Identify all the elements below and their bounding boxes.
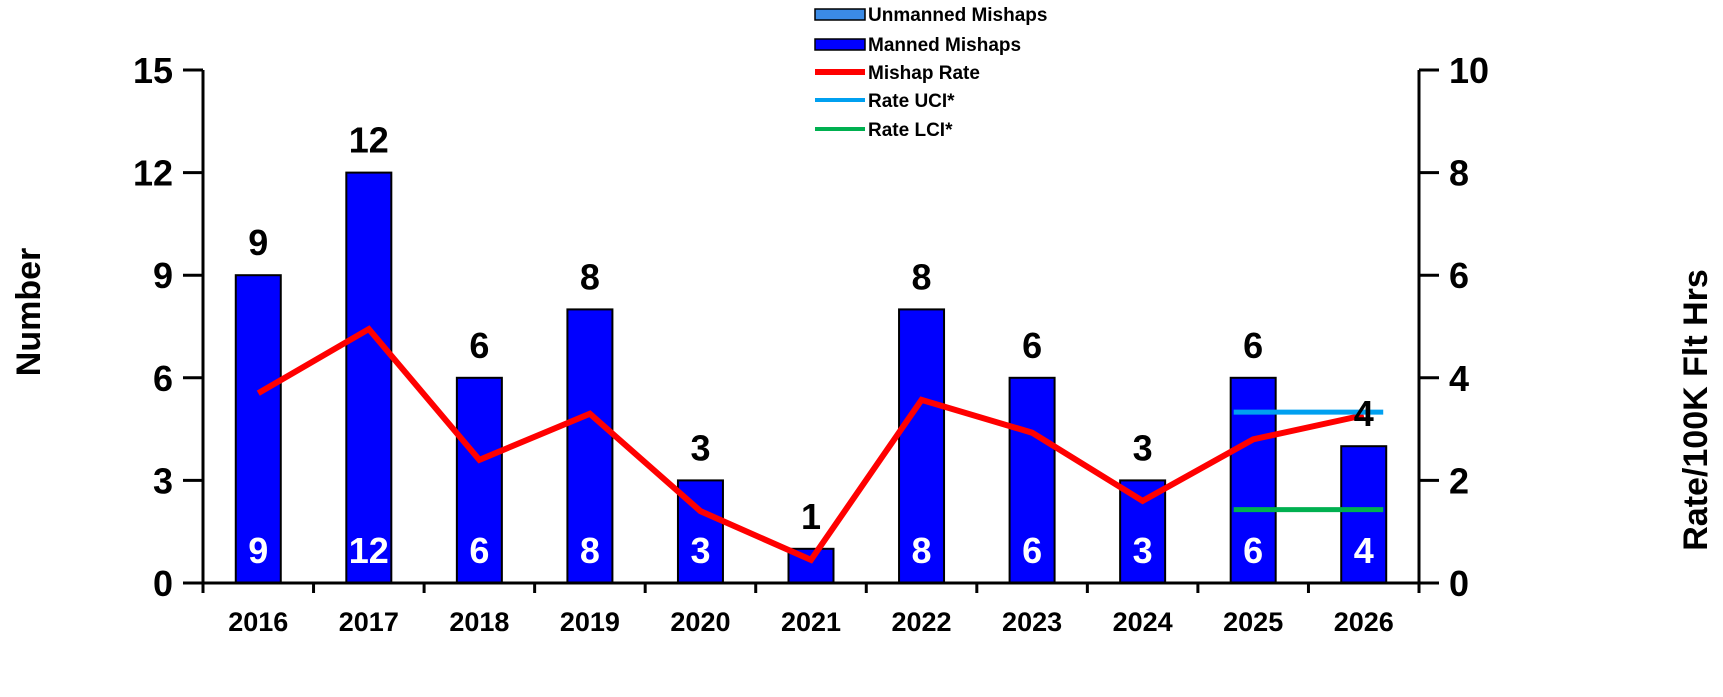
y-tick-label-right: 6 bbox=[1449, 255, 1469, 296]
x-tick-label-2026: 2026 bbox=[1334, 607, 1394, 637]
x-tick-label-2017: 2017 bbox=[339, 607, 399, 637]
y-tick-label-left: 15 bbox=[133, 50, 173, 91]
bar-top-label: 6 bbox=[1243, 325, 1263, 366]
y-tick-label-left: 12 bbox=[133, 153, 173, 194]
x-tick-label-2018: 2018 bbox=[449, 607, 509, 637]
bar-inner-label: 4 bbox=[1354, 530, 1374, 571]
lines-layer bbox=[256, 325, 1384, 564]
bar-inner-label: 6 bbox=[1022, 530, 1042, 571]
bar-inner-label: 12 bbox=[349, 530, 389, 571]
bar-top-label: 3 bbox=[690, 427, 710, 468]
bar-top-label: 3 bbox=[1133, 427, 1153, 468]
y-tick-label-left: 6 bbox=[153, 358, 173, 399]
bar-manned-2026 bbox=[1340, 445, 1388, 585]
bar-top-label: 6 bbox=[469, 325, 489, 366]
axes-layer: 0 3 6 9 12 15 0 2 4 6 8 10 2016 2017 2018 2019 2020 2021 2… bbox=[133, 50, 1489, 637]
bar-inner-label: 6 bbox=[469, 530, 489, 571]
y-tick-label-right: 8 bbox=[1449, 153, 1469, 194]
y-tick-label-left: 0 bbox=[153, 563, 173, 604]
legend-label-4: Rate LCI* bbox=[868, 120, 953, 141]
x-tick-label-2024: 2024 bbox=[1113, 607, 1173, 637]
y-axis-title-left: Number bbox=[10, 248, 48, 376]
bar-manned-2016 bbox=[234, 274, 282, 584]
bar-top-label: 8 bbox=[580, 256, 600, 297]
bar-inner-label: 8 bbox=[580, 530, 600, 571]
bar-top-label: 8 bbox=[912, 256, 932, 297]
bar-inner-label: 3 bbox=[690, 530, 710, 571]
bar-manned-2019 bbox=[566, 308, 614, 584]
labels-layer: 9 12 6 8 3 1 8 6 3 6 4 9 12 6 8 3 8 6 3 6 4 bbox=[248, 120, 1373, 571]
y-tick-label-right: 10 bbox=[1449, 50, 1489, 91]
x-tick-label-2022: 2022 bbox=[892, 607, 952, 637]
x-tick-label-2021: 2021 bbox=[781, 607, 841, 637]
bar-top-label: 4 bbox=[1354, 393, 1374, 434]
bar-manned-2017 bbox=[345, 171, 393, 584]
y-tick-label-right: 2 bbox=[1449, 460, 1469, 501]
legend-swatch-0 bbox=[814, 8, 866, 21]
bar-inner-label: 8 bbox=[912, 530, 932, 571]
mishap-rate-line bbox=[256, 325, 1365, 564]
y-tick-label-right: 0 bbox=[1449, 563, 1469, 604]
legend-label-3: Rate UCI* bbox=[868, 91, 955, 112]
bar-top-label: 6 bbox=[1022, 325, 1042, 366]
y-tick-label-left: 9 bbox=[153, 255, 173, 296]
bars-layer bbox=[234, 171, 1388, 585]
legend-label-0: Unmanned Mishaps bbox=[868, 5, 1047, 26]
legend-swatch-1 bbox=[814, 38, 866, 51]
x-tick-label-2019: 2019 bbox=[560, 607, 620, 637]
bar-inner-label: 6 bbox=[1243, 530, 1263, 571]
bar-inner-label: 3 bbox=[1133, 530, 1153, 571]
x-tick-label-2016: 2016 bbox=[228, 607, 288, 637]
bar-inner-label: 9 bbox=[248, 530, 268, 571]
y-tick-label-left: 3 bbox=[153, 460, 173, 501]
legend-label-1: Manned Mishaps bbox=[868, 35, 1021, 56]
x-tick-label-2025: 2025 bbox=[1223, 607, 1283, 637]
bar-manned-2023 bbox=[1008, 376, 1056, 584]
bar-top-label: 1 bbox=[801, 496, 821, 537]
y-axis-title-right: Rate/100K Flt Hrs bbox=[1677, 269, 1715, 551]
legend-label-2: Mishap Rate bbox=[868, 63, 980, 84]
bar-top-label: 12 bbox=[349, 120, 389, 161]
bar-top-label: 9 bbox=[248, 222, 268, 263]
x-tick-label-2020: 2020 bbox=[670, 607, 730, 637]
legend: Unmanned Mishaps Manned Mishaps Mishap Rat… bbox=[814, 5, 1047, 141]
x-tick-label-2023: 2023 bbox=[1002, 607, 1062, 637]
y-tick-label-right: 4 bbox=[1449, 358, 1469, 399]
